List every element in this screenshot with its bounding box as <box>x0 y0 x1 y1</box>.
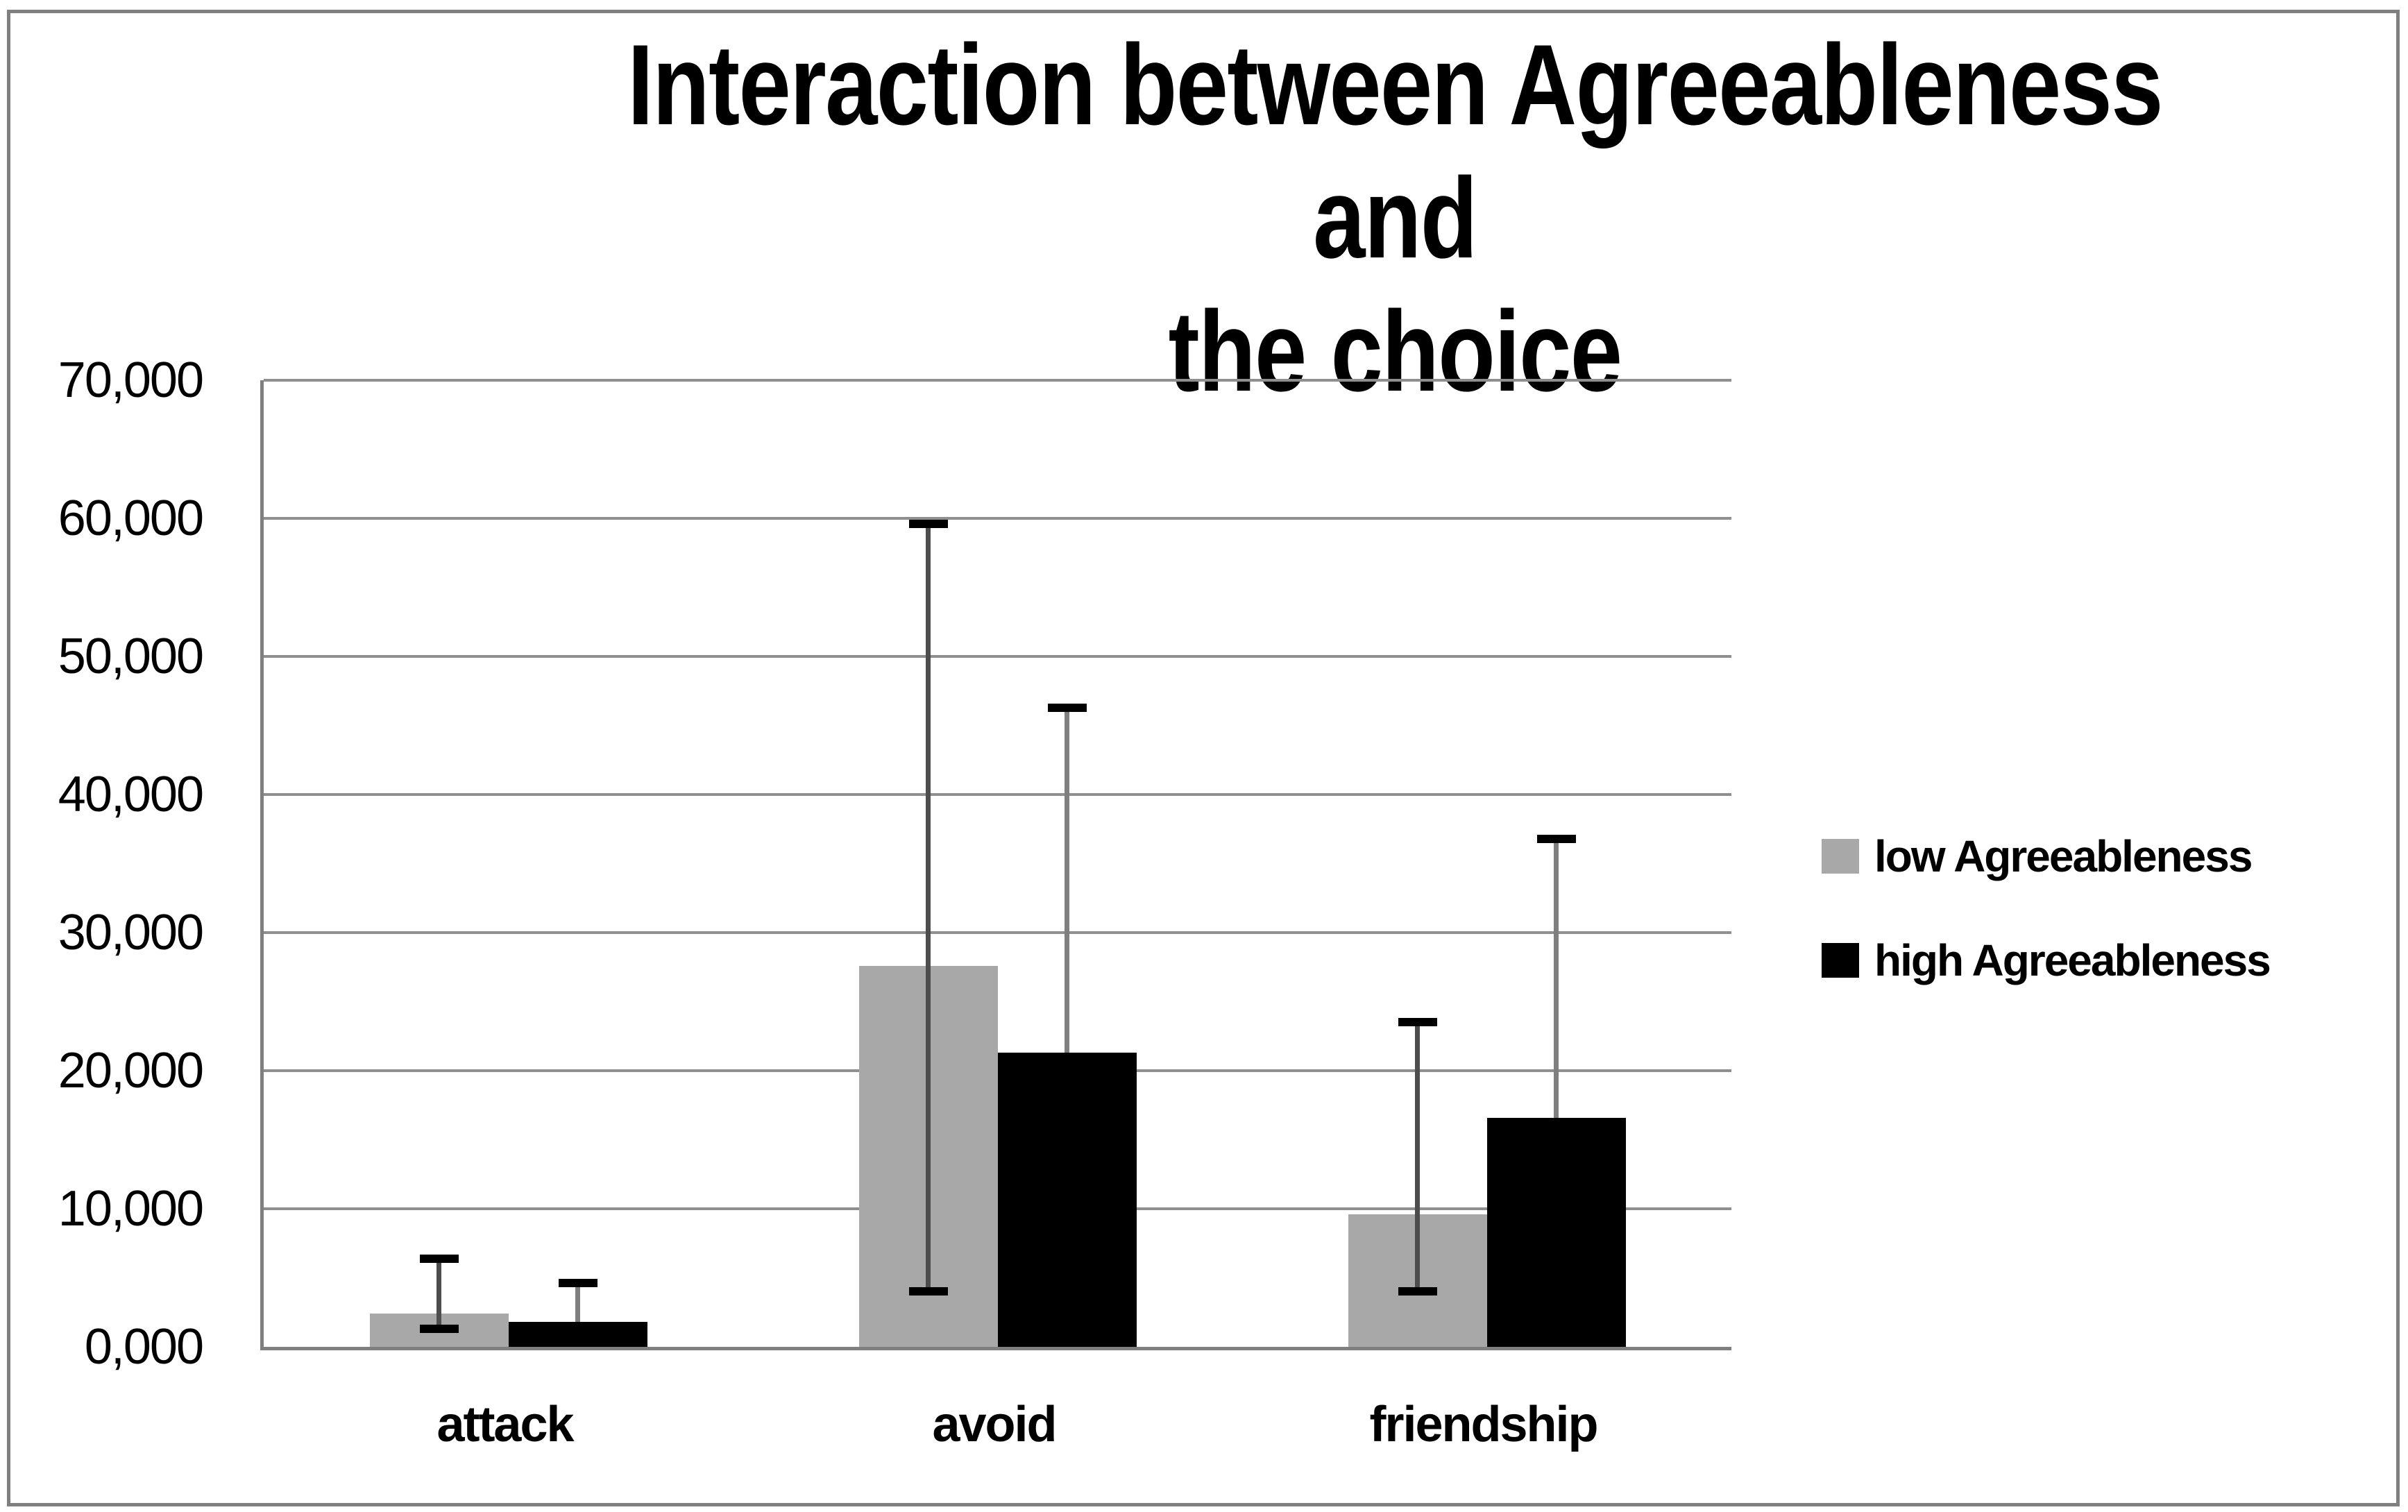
x-axis-category-label: attack <box>436 1397 574 1452</box>
y-axis-tick-label: 20,000 <box>58 1043 204 1098</box>
gridline <box>264 793 1731 796</box>
legend-item: high Agreeableness <box>1822 935 2271 985</box>
legend-item: low Agreeableness <box>1822 831 2253 881</box>
error-bar-stem <box>1065 707 1069 1053</box>
error-bar-cap-bottom <box>1398 1287 1437 1296</box>
legend-label: high Agreeableness <box>1874 935 2271 985</box>
bar-avoid-high-agreeableness <box>997 1053 1137 1347</box>
y-axis-tick-label: 50,000 <box>58 629 204 684</box>
chart-title-line2: the choice <box>1168 287 1622 415</box>
plot-area <box>260 379 1731 1350</box>
y-axis-tick-label: 10,000 <box>58 1181 204 1237</box>
gridline <box>264 655 1731 658</box>
y-axis-tick-label: 0,000 <box>84 1319 204 1375</box>
error-bar-cap-top <box>1398 1018 1437 1027</box>
error-bar-stem <box>575 1283 580 1323</box>
error-bar-cap-bottom <box>419 1325 459 1334</box>
error-bar-cap-bottom <box>908 1287 948 1296</box>
gridline <box>264 517 1731 520</box>
y-axis-tick-label: 30,000 <box>58 905 204 960</box>
legend-swatch-high-agreeableness <box>1822 943 1859 978</box>
error-bar-cap-top <box>908 519 948 528</box>
error-bar-stem <box>1554 838 1559 1118</box>
chart-title-line1: Interaction between Agreeableness and <box>627 21 2163 282</box>
legend-label: low Agreeableness <box>1874 831 2253 881</box>
error-bar-stem <box>436 1258 441 1330</box>
y-axis-tick-label: 70,000 <box>58 352 204 408</box>
gridline <box>264 931 1731 934</box>
error-bar-cap-top <box>558 1279 597 1288</box>
y-axis-tick-label: 60,000 <box>58 491 204 546</box>
chart-title: Interaction between Agreeableness and th… <box>547 18 2243 418</box>
x-axis-category-label: friendship <box>1369 1397 1598 1452</box>
error-bar-stem <box>926 523 931 1292</box>
error-bar-cap-top <box>1536 834 1576 843</box>
x-axis-category-label: avoid <box>932 1397 1057 1452</box>
error-bar-cap-top <box>1047 703 1087 712</box>
bar-friendship-high-agreeableness <box>1486 1117 1626 1347</box>
y-axis-tick-label: 40,000 <box>58 767 204 822</box>
bar-attack-high-agreeableness <box>508 1322 647 1347</box>
legend-swatch-low-agreeableness <box>1822 839 1859 874</box>
error-bar-cap-top <box>419 1254 459 1263</box>
gridline <box>264 379 1731 382</box>
error-bar-stem <box>1415 1022 1420 1292</box>
